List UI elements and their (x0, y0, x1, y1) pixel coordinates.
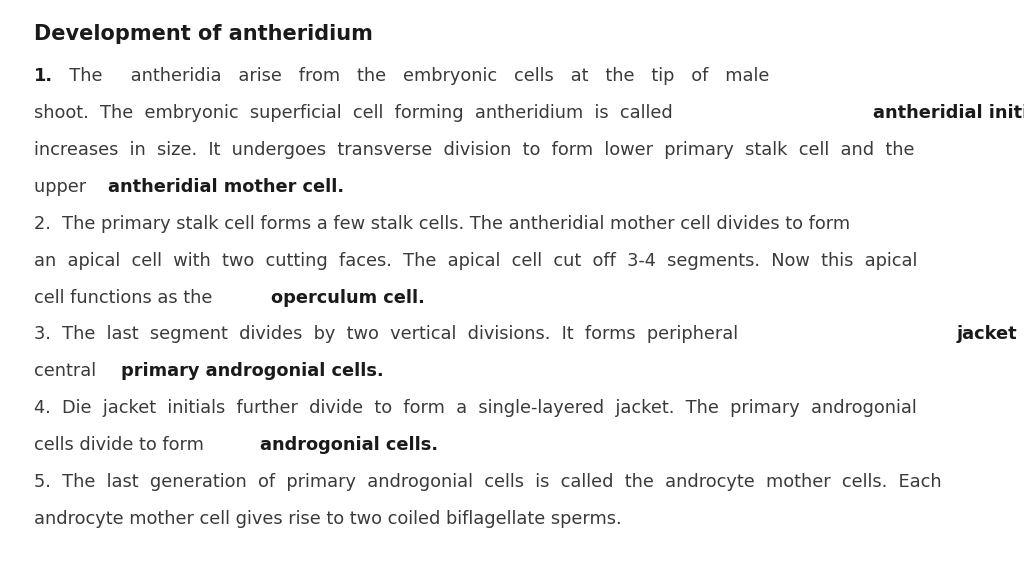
Text: central: central (34, 362, 101, 380)
Text: upper: upper (34, 178, 91, 196)
Text: 3.  The  last  segment  divides  by  two  vertical  divisions.  It  forms  perip: 3. The last segment divides by two verti… (34, 325, 750, 343)
Text: primary androgonial cells.: primary androgonial cells. (121, 362, 384, 380)
Text: 4.  Die  jacket  initials  further  divide  to  form  a  single-layered  jacket.: 4. Die jacket initials further divide to… (34, 399, 916, 417)
Text: antheridial initial.: antheridial initial. (872, 104, 1024, 122)
Text: jacket initials: jacket initials (956, 325, 1024, 343)
Text: Development of antheridium: Development of antheridium (34, 24, 373, 44)
Text: cells divide to form: cells divide to form (34, 436, 209, 454)
Text: cell functions as the: cell functions as the (34, 289, 218, 306)
Text: increases  in  size.  It  undergoes  transverse  division  to  form  lower  prim: increases in size. It undergoes transver… (34, 141, 914, 159)
Text: 2.  The primary stalk cell forms a few stalk cells. The antheridial mother cell : 2. The primary stalk cell forms a few st… (34, 215, 850, 233)
Text: 5.  The  last  generation  of  primary  androgonial  cells  is  called  the  and: 5. The last generation of primary androg… (34, 473, 941, 491)
Text: shoot.  The  embryonic  superficial  cell  forming  antheridium  is  called: shoot. The embryonic superficial cell fo… (34, 104, 684, 122)
Text: antheridial mother cell.: antheridial mother cell. (109, 178, 344, 196)
Text: androgonial cells.: androgonial cells. (260, 436, 438, 454)
Text: androcyte mother cell gives rise to two coiled biflagellate sperms.: androcyte mother cell gives rise to two … (34, 510, 622, 528)
Text: operculum cell.: operculum cell. (271, 289, 425, 306)
Text: The     antheridia   arise   from   the   embryonic   cells   at   the   tip   o: The antheridia arise from the embryonic … (58, 67, 770, 85)
Text: 1.: 1. (34, 67, 53, 85)
Text: an  apical  cell  with  two  cutting  faces.  The  apical  cell  cut  off  3-4  : an apical cell with two cutting faces. T… (34, 252, 918, 270)
